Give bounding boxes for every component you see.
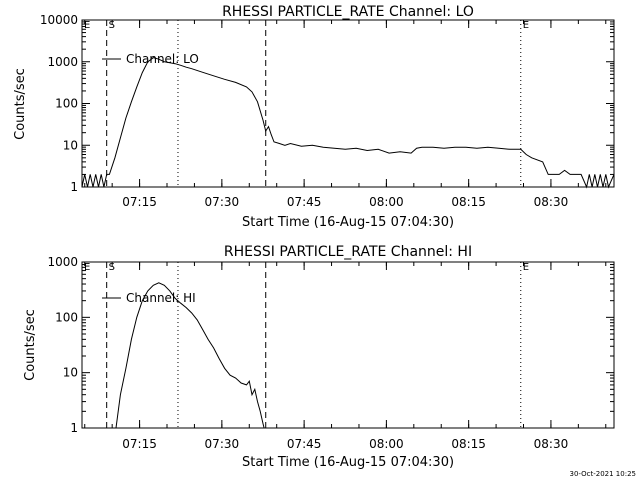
hi-flag-label: E — [84, 262, 90, 273]
lo-channel-panel: RHESSI PARTICLE_RATE Channel: LO Start T… — [13, 4, 615, 230]
lo-plot-frame — [81, 19, 615, 188]
hi-series-line — [115, 282, 265, 429]
hi-legend: Channel: HI — [102, 291, 196, 305]
hi-x-tick-label: 07:15 — [122, 437, 157, 451]
hi-x-tick-label: 08:15 — [451, 437, 486, 451]
lo-flag-label: S — [109, 20, 115, 31]
hi-flag-label: E — [523, 262, 529, 273]
lo-series-line — [81, 57, 615, 189]
hi-y-tick-label: 10 — [63, 366, 78, 380]
hi-y-axis-label: Counts/sec — [23, 309, 38, 381]
hi-x-tick-label: 07:30 — [205, 437, 240, 451]
hi-plot-frame — [81, 261, 615, 429]
hi-marks: 07:15 07:30 07:45 08:00 08:15 08:30 1 10 100 1000… — [47, 255, 615, 451]
lo-x-tick-label: 08:00 — [369, 195, 404, 209]
lo-x-tick-label: 07:15 — [122, 195, 157, 209]
lo-y-tick-label: 100 — [55, 97, 78, 111]
lo-x-tick-label: 08:30 — [534, 195, 569, 209]
hi-flag-label: S — [109, 262, 115, 273]
lo-flag-label: E — [523, 20, 529, 31]
hi-x-tick-label: 07:45 — [287, 437, 322, 451]
lo-y-tick-label: 1 — [70, 180, 78, 194]
lo-flag-label: E — [84, 20, 90, 31]
hi-channel-panel: RHESSI PARTICLE_RATE Channel: HI Start T… — [23, 244, 615, 470]
hi-legend-label: Channel: HI — [126, 291, 196, 305]
lo-y-tick-label: 10000 — [40, 13, 78, 27]
lo-x-axis-label: Start Time (16-Aug-15 07:04:30) — [242, 215, 454, 230]
lo-x-tick-label: 07:30 — [205, 195, 240, 209]
lo-chart-title: RHESSI PARTICLE_RATE Channel: LO — [222, 4, 474, 20]
hi-x-axis-label: Start Time (16-Aug-15 07:04:30) — [242, 455, 454, 470]
lo-x-tick-label: 07:45 — [287, 195, 322, 209]
hi-y-tick-label: 100 — [55, 310, 78, 324]
lo-y-tick-label: 1000 — [47, 55, 78, 69]
lo-marks: 07:15 07:30 07:45 08:00 08:15 08:30 1 10 100 1000… — [40, 13, 615, 209]
hi-y-tick-label: 1000 — [47, 255, 78, 269]
hi-chart-title: RHESSI PARTICLE_RATE Channel: HI — [224, 244, 472, 260]
footer-timestamp: 30-Oct-2021 10:25 — [570, 470, 636, 478]
hi-y-tick-label: 1 — [70, 421, 78, 435]
lo-x-tick-label: 08:15 — [451, 195, 486, 209]
lo-y-axis-label: Counts/sec — [13, 68, 28, 140]
hi-x-tick-label: 08:00 — [369, 437, 404, 451]
hi-x-tick-label: 08:30 — [534, 437, 569, 451]
lo-legend: Channel: LO — [102, 52, 199, 66]
lo-legend-label: Channel: LO — [126, 52, 199, 66]
lo-y-tick-label: 10 — [63, 138, 78, 152]
